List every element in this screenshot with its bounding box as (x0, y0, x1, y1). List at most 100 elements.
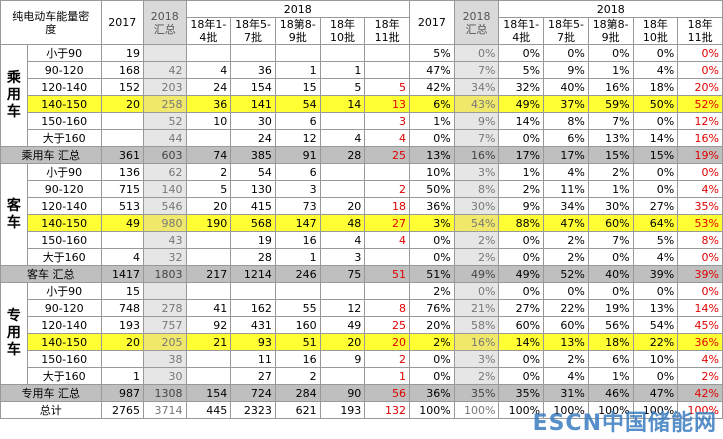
data-cell: 2 (274, 367, 321, 385)
data-row: 大于160 1 30 27 2 1 0% 2% 0% 4% 1% 0% 2% (1, 367, 723, 385)
data-cell: 0% (632, 112, 679, 130)
data-cell: 42% (409, 78, 455, 96)
data-cell (185, 367, 232, 385)
data-cell (143, 282, 187, 300)
data-cell: 2% (587, 163, 634, 181)
row-label: 150-160 (26, 231, 102, 249)
data-cell (100, 112, 145, 130)
data-cell: 31% (543, 384, 589, 402)
data-cell: 1% (587, 180, 634, 198)
data-cell: 16% (453, 333, 500, 351)
subtotal-row: 专用车 汇总 987 1308 154 724 284 90 56 36% 35% 35% 31% 46… (0, 384, 723, 402)
data-cell: 147 (274, 214, 321, 232)
header-cell: 2018汇总 (453, 0, 500, 45)
data-cell: 0% (409, 129, 455, 147)
header-cell: 2018 (498, 0, 723, 18)
data-cell (364, 282, 411, 300)
data-cell: 3% (409, 214, 455, 232)
data-cell: 37% (543, 95, 589, 113)
data-row: 专用车 小于90 15 2% 0% 0% 0% 0% 0% 0% (0, 282, 723, 385)
data-cell: 16 (274, 231, 321, 249)
data-cell: 0% (498, 44, 545, 62)
data-cell: 60% (543, 316, 589, 334)
data-cell: 39% (632, 265, 679, 283)
data-cell: 6 (274, 163, 321, 181)
data-cell: 14% (498, 112, 545, 130)
data-cell: 51 (274, 333, 321, 351)
data-cell: 7% (453, 61, 500, 79)
row-label: 小于90 (26, 44, 102, 62)
header-row: 18年1-4批 18年5-7批 18第8-9批 18年10批 18年11批 18年1-4批… (1, 17, 723, 45)
data-cell: 13% (632, 299, 679, 317)
data-cell: 160 (274, 316, 321, 334)
data-cell: 4 (364, 129, 411, 147)
header-cell: 18年10批 (632, 17, 679, 45)
data-cell: 431 (230, 316, 276, 334)
data-cell: 2765 (100, 401, 145, 419)
data-cell: 1 (364, 367, 411, 385)
data-cell: 0% (409, 248, 455, 266)
row-label: 120-140 (26, 316, 102, 334)
data-cell: 42 (143, 61, 187, 79)
data-cell (274, 44, 321, 62)
data-cell: 4 (100, 248, 145, 266)
data-cell: 0% (543, 282, 589, 300)
data-cell: 0% (498, 248, 545, 266)
data-cell: 217 (185, 265, 232, 283)
data-cell: 8 (364, 299, 411, 317)
data-cell: 385 (230, 146, 276, 164)
data-cell: 27 (230, 367, 276, 385)
data-cell: 34% (453, 78, 500, 96)
data-cell (185, 231, 232, 249)
data-cell: 50% (632, 95, 679, 113)
data-cell: 12% (677, 112, 723, 130)
data-cell: 52 (143, 112, 187, 130)
data-cell: 2 (364, 180, 411, 198)
data-cell: 1 (319, 61, 366, 79)
data-cell (319, 44, 366, 62)
data-cell: 45% (677, 316, 723, 334)
data-row: 大于160 44 24 12 4 4 0% 7% 0% 6% 13% 14% 16% (1, 129, 723, 147)
header-cell: 2017 (409, 0, 455, 45)
data-cell: 36% (677, 333, 723, 351)
row-label: 大于160 (26, 129, 102, 147)
data-cell: 6 (274, 112, 321, 130)
data-cell: 168 (100, 61, 145, 79)
data-cell: 1 (274, 61, 321, 79)
energy-density-table: 纯电动车能量密度 2017 2018汇总 2018 2017 2018汇总 2018 18年1… (0, 0, 723, 419)
data-cell: 17% (498, 146, 545, 164)
data-cell (274, 282, 321, 300)
data-cell: 17% (543, 146, 589, 164)
data-cell: 47% (543, 214, 589, 232)
data-cell: 568 (230, 214, 276, 232)
data-cell: 14% (632, 129, 679, 147)
data-cell: 193 (100, 316, 145, 334)
header-cell: 18年1-4批 (498, 17, 545, 45)
data-cell: 724 (230, 384, 276, 402)
data-cell: 1417 (100, 265, 145, 283)
data-cell: 60% (498, 316, 545, 334)
header-cell: 18年5-7批 (543, 17, 589, 45)
data-cell: 44 (143, 129, 187, 147)
data-cell: 20% (677, 78, 723, 96)
data-row: 90-120 168 42 4 36 1 1 47% 7% 5% 9% 1% 4% 0% (1, 61, 723, 79)
data-cell: 18% (587, 333, 634, 351)
data-cell: 0% (632, 180, 679, 198)
data-cell: 4% (632, 248, 679, 266)
data-cell: 4% (543, 367, 589, 385)
data-cell: 152 (100, 78, 145, 96)
data-cell: 9 (319, 350, 366, 368)
data-row: 120-140 152 203 24 154 15 5 5 42% 34% 32% 40% 16% 18%… (1, 78, 723, 96)
data-cell: 2% (453, 231, 500, 249)
data-cell: 47% (409, 61, 455, 79)
data-cell: 32% (498, 78, 545, 96)
data-cell: 8% (453, 180, 500, 198)
data-row: 140-150 49 980 190 568 147 48 27 3% 54% 88% 47% 60% 6… (1, 214, 723, 232)
data-cell: 51 (364, 265, 411, 283)
data-cell: 2323 (230, 401, 276, 419)
data-cell: 3 (364, 112, 411, 130)
data-cell: 5% (409, 44, 455, 62)
data-cell: 0% (409, 350, 455, 368)
data-cell: 5 (364, 78, 411, 96)
data-cell: 36% (409, 384, 455, 402)
